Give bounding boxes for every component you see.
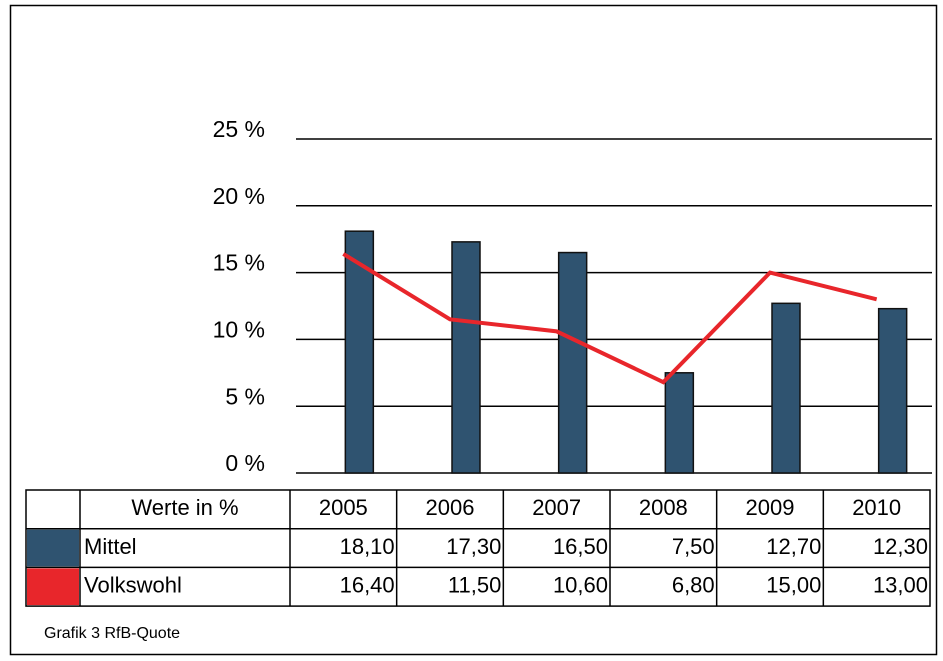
y-tick-label: 20 %	[213, 183, 265, 209]
data-label: 16,40	[340, 573, 395, 598]
x-tick-label: 2008	[639, 495, 688, 520]
x-tick-label: 2005	[319, 495, 368, 520]
data-label: 12,30	[873, 534, 928, 559]
data-label: 13,00	[873, 573, 928, 598]
data-label: 11,50	[448, 573, 501, 598]
y-tick-label: 0 %	[225, 450, 265, 476]
bar	[771, 302, 801, 474]
x-tick-label: 2009	[746, 495, 795, 520]
data-label: 16,50	[553, 534, 608, 559]
data-label: 17,30	[446, 534, 501, 559]
data-label: 18,10	[340, 534, 395, 559]
y-tick-label: 15 %	[213, 250, 265, 276]
bar	[451, 241, 481, 474]
data-label: 15,00	[766, 573, 821, 598]
bar	[877, 307, 908, 474]
bar	[664, 372, 695, 474]
data-label: 12,70	[766, 534, 821, 559]
caption: Grafik 3 RfB-Quote	[44, 625, 180, 642]
line	[342, 252, 878, 385]
legend-swatch	[27, 568, 79, 606]
bar	[557, 251, 588, 474]
legend-label: Mittel	[84, 534, 137, 559]
data-label: 7,50	[672, 534, 715, 559]
y-tick-label: 25 %	[213, 116, 265, 142]
legend-swatch	[27, 529, 79, 567]
y-tick-label: 10 %	[213, 316, 265, 342]
x-tick-label: 2010	[852, 495, 901, 520]
data-label: 6,80	[672, 573, 715, 598]
y-tick-label: 5 %	[225, 383, 265, 409]
table-header: Werte in %	[131, 495, 238, 520]
x-tick-label: 2007	[532, 495, 581, 520]
x-tick-label: 2006	[426, 495, 475, 520]
table-frame	[25, 489, 931, 607]
legend-label: Volkswohl	[84, 573, 182, 598]
data-label: 10,60	[553, 573, 608, 598]
